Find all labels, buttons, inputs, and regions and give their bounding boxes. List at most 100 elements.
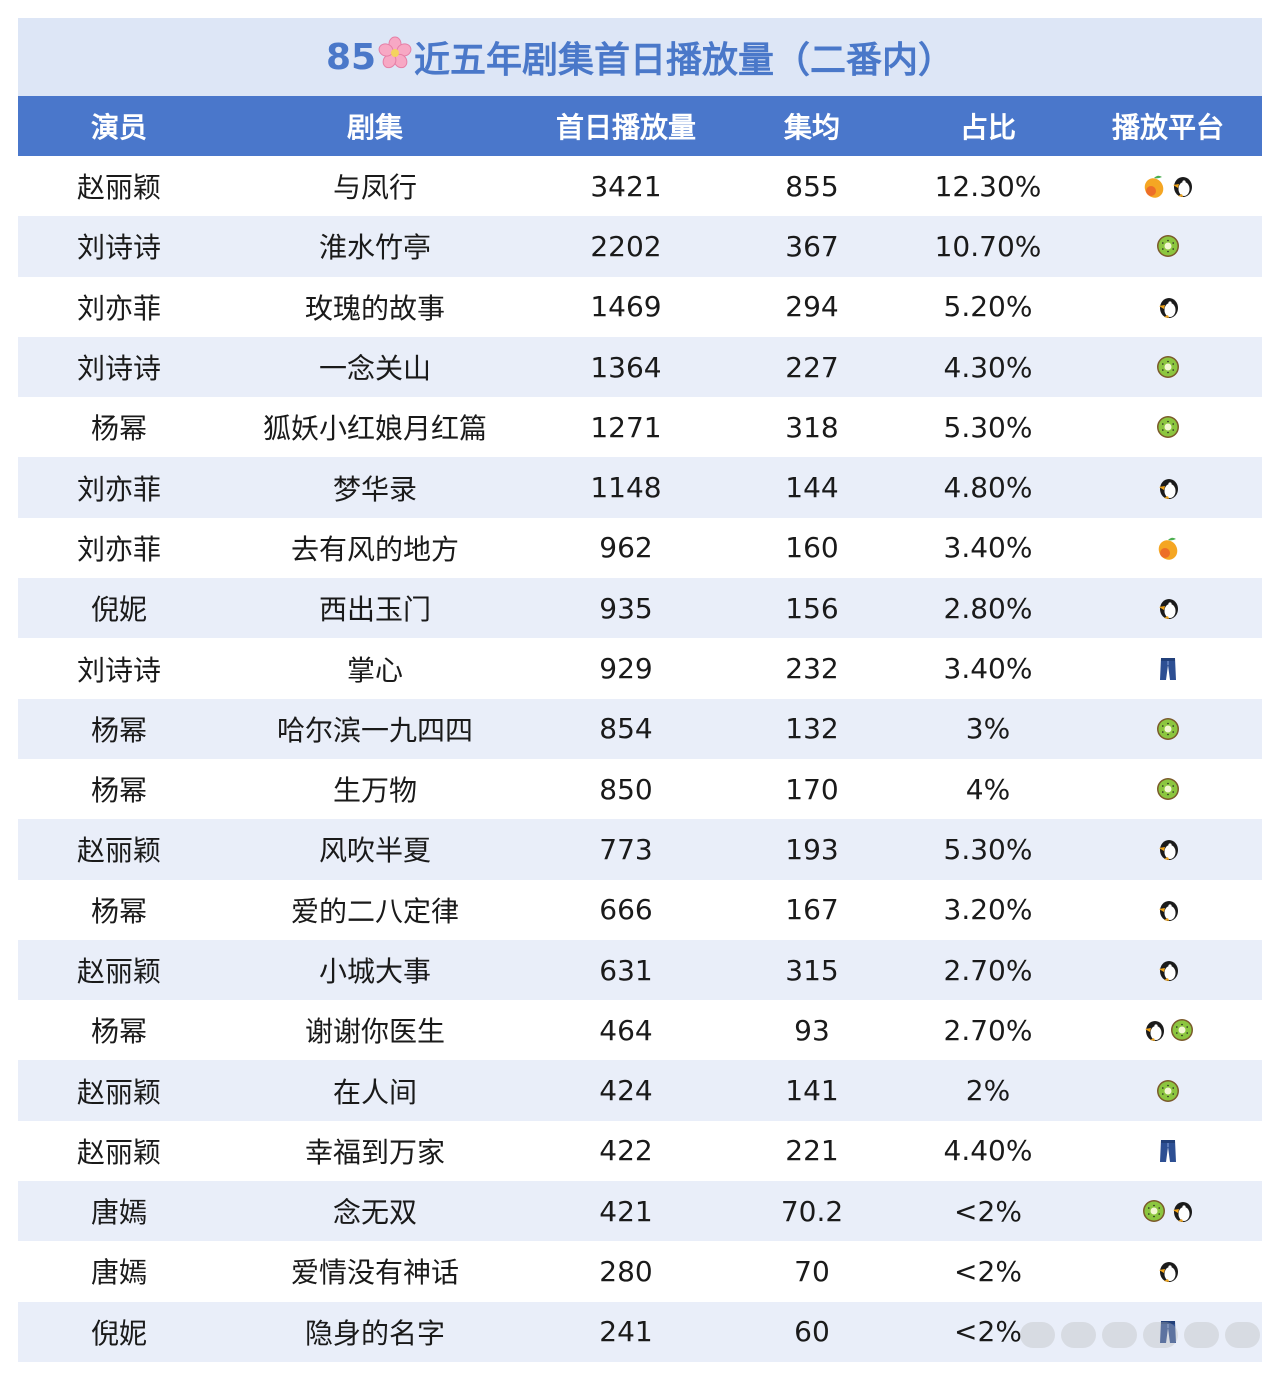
- first-day-cell: 1364: [590, 350, 662, 384]
- table-row: 唐嫣 爱情没有神话 280 70 <2%: [18, 1241, 1262, 1301]
- actor-cell: 赵丽颖: [76, 955, 161, 988]
- drama-cell: 谢谢你医生: [304, 1015, 445, 1049]
- drama-cell: 玫瑰的故事: [304, 291, 445, 325]
- drama-cell: 隐身的名字: [304, 1316, 445, 1350]
- mango-icon: [1141, 173, 1167, 199]
- average-cell: 141: [785, 1074, 839, 1108]
- actor-cell: 赵丽颖: [76, 171, 161, 205]
- table-row: 杨幂 哈尔滨一九四四 854 132 3%: [18, 698, 1262, 759]
- header-row: 演员 剧集 首日播放量 集均 占比 播放平台: [18, 96, 1262, 156]
- first-day-cell: 2202: [590, 229, 662, 263]
- penguin-icon: [1141, 1017, 1167, 1043]
- platform-cell: [1074, 397, 1262, 457]
- penguin-icon: [1169, 1198, 1195, 1224]
- watermark: [1020, 1322, 1260, 1348]
- share-cell: 4.40%: [943, 1134, 1033, 1168]
- actor-cell: 唐嫣: [90, 1256, 147, 1290]
- share-cell: 3.40%: [943, 531, 1033, 565]
- cherry-blossom-icon: [378, 36, 412, 78]
- actor-cell: 刘亦菲: [76, 472, 161, 506]
- platform-cell: [1074, 1000, 1262, 1060]
- platform-cell: [1074, 216, 1262, 276]
- share-cell: <2%: [954, 1315, 1022, 1349]
- platform-cell: [1074, 1241, 1262, 1301]
- first-day-cell: 424: [599, 1074, 653, 1108]
- jeans-icon: [1155, 656, 1181, 682]
- actor-cell: 杨幂: [90, 774, 147, 808]
- drama-cell: 去有风的地方: [290, 532, 459, 566]
- share-cell: 5.30%: [943, 832, 1033, 866]
- platform-cell: [1074, 277, 1262, 337]
- platform-cell: [1074, 518, 1262, 578]
- first-day-cell: 464: [599, 1013, 653, 1047]
- mango-icon: [1155, 535, 1181, 561]
- average-cell: 318: [785, 410, 839, 444]
- platform-cell: [1074, 940, 1262, 1000]
- actor-cell: 刘诗诗: [76, 352, 161, 386]
- column-header-drama: 剧集: [346, 111, 403, 144]
- first-day-cell: 1271: [590, 410, 662, 444]
- kiwi-icon: [1155, 354, 1181, 380]
- table-body: 赵丽颖 与凤行 3421 855 12.30% 刘诗诗 淮水竹亭 2202 367 10.70% 刘…: [18, 156, 1262, 1362]
- average-cell: 315: [785, 953, 839, 987]
- drama-cell: 与凤行: [332, 171, 417, 205]
- table-row: 刘诗诗 淮水竹亭 2202 367 10.70%: [18, 216, 1262, 277]
- table-row: 刘亦菲 玫瑰的故事 1469 294 5.20%: [18, 277, 1262, 337]
- jeans-icon: [1155, 1138, 1181, 1164]
- table-row: 杨幂 爱的二八定律 666 167 3.20%: [18, 880, 1262, 940]
- share-cell: 2.70%: [943, 1013, 1033, 1047]
- drama-cell: 一念关山: [318, 352, 431, 386]
- platform-cell: [1074, 638, 1262, 698]
- penguin-icon: [1155, 595, 1181, 621]
- actor-cell: 刘亦菲: [76, 291, 161, 325]
- platform-cell: [1074, 156, 1262, 216]
- penguin-icon: [1155, 475, 1181, 501]
- first-day-cell: 421: [599, 1194, 653, 1228]
- share-cell: 4%: [965, 772, 1011, 806]
- table-row: 刘诗诗 掌心 929 232 3.40%: [18, 638, 1262, 698]
- first-day-cell: 631: [599, 953, 653, 987]
- first-day-cell: 962: [599, 531, 653, 565]
- average-cell: 93: [794, 1013, 830, 1047]
- table-row: 刘诗诗 一念关山 1364 227 4.30%: [18, 336, 1262, 398]
- drama-cell: 风吹半夏: [318, 834, 431, 868]
- kiwi-icon: [1155, 233, 1181, 259]
- platform-cell: [1074, 699, 1262, 759]
- average-cell: 367: [785, 229, 839, 263]
- penguin-icon: [1155, 294, 1181, 320]
- penguin-icon: [1169, 173, 1195, 199]
- first-day-cell: 1469: [590, 290, 662, 324]
- average-cell: 294: [785, 290, 839, 324]
- average-cell: 167: [785, 893, 839, 927]
- average-cell: 156: [785, 591, 839, 625]
- drama-cell: 哈尔滨一九四四: [276, 713, 473, 747]
- actor-cell: 杨幂: [90, 412, 147, 446]
- first-day-cell: 666: [599, 893, 653, 927]
- penguin-icon: [1155, 836, 1181, 862]
- actor-cell: 杨幂: [90, 713, 147, 747]
- platform-cell: [1074, 880, 1262, 940]
- share-cell: 2.80%: [943, 591, 1033, 625]
- share-cell: 5.20%: [943, 290, 1033, 324]
- platform-cell: [1074, 759, 1262, 819]
- average-cell: 70.2: [780, 1194, 844, 1228]
- table-row: 赵丽颖 幸福到万家 422 221 4.40%: [18, 1121, 1262, 1181]
- penguin-icon: [1155, 897, 1181, 923]
- table-row: 赵丽颖 小城大事 631 315 2.70%: [18, 939, 1262, 1001]
- drama-cell: 淮水竹亭: [318, 231, 431, 265]
- average-cell: 132: [785, 712, 839, 746]
- kiwi-icon: [1155, 716, 1181, 742]
- share-cell: 12.30%: [934, 169, 1042, 203]
- drama-cell: 掌心: [346, 653, 403, 687]
- share-cell: 4.30%: [943, 350, 1033, 384]
- drama-cell: 爱的二八定律: [290, 894, 459, 928]
- platform-cell: [1074, 1121, 1262, 1181]
- drama-cell: 小城大事: [318, 955, 431, 988]
- first-day-cell: 3421: [590, 169, 662, 203]
- first-day-cell: 854: [599, 712, 653, 746]
- share-cell: 2.70%: [943, 953, 1033, 987]
- average-cell: 227: [785, 350, 839, 384]
- column-header-average: 集均: [783, 111, 840, 144]
- kiwi-icon: [1141, 1198, 1167, 1224]
- actor-cell: 倪妮: [90, 1316, 147, 1350]
